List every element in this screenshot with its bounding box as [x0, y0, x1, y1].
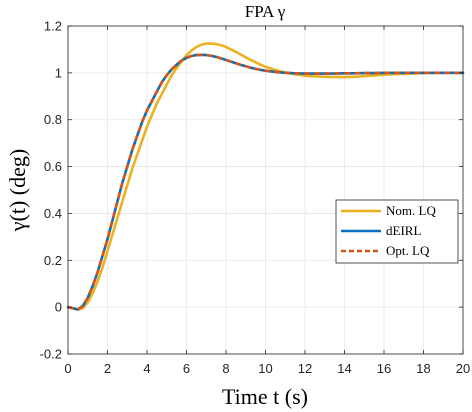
x-tick-label: 20 [456, 361, 470, 376]
x-tick-label: 8 [222, 361, 229, 376]
series-line-opt-lq [67, 53, 463, 311]
y-axis-label: γ(t) (deg) [5, 149, 30, 232]
y-tick-label: 0 [55, 300, 62, 315]
series-line-nom-lq [66, 42, 465, 311]
ticks [67, 25, 464, 355]
y-tick-label: 0.6 [44, 159, 62, 174]
x-axis-label: Time t (s) [222, 384, 308, 409]
x-tick-label: 4 [143, 361, 150, 376]
y-tick-label: 0.4 [44, 206, 62, 221]
x-tick-label: 12 [298, 361, 312, 376]
y-tick-label: 1.2 [44, 19, 62, 34]
legend-label-deirl: dEIRL [386, 223, 421, 238]
chart-title: FPA γ [245, 2, 286, 21]
legend-label-opt-lq: Opt. LQ [386, 243, 430, 258]
legend-label-nom-lq: Nom. LQ [386, 203, 436, 218]
x-tick-label: 0 [64, 361, 71, 376]
y-tick-label: 0.8 [44, 112, 62, 127]
x-tick-label: 10 [258, 361, 272, 376]
x-tick-label: 18 [416, 361, 430, 376]
y-tick-label: -0.2 [40, 347, 62, 362]
y-tick-label: 0.2 [44, 253, 62, 268]
y-tick-label: 1 [55, 65, 62, 80]
x-tick-labels: 0 2 4 6 8 10 12 14 16 18 20 [64, 361, 470, 376]
legend: Nom. LQ dEIRL Opt. LQ [335, 199, 459, 264]
y-tick-labels: -0.2 0 0.2 0.4 0.6 0.8 1 1.2 [40, 19, 62, 362]
x-tick-label: 16 [377, 361, 391, 376]
x-tick-label: 6 [183, 361, 190, 376]
series-layer [66, 42, 465, 311]
x-tick-label: 2 [104, 361, 111, 376]
x-tick-label: 14 [337, 361, 351, 376]
